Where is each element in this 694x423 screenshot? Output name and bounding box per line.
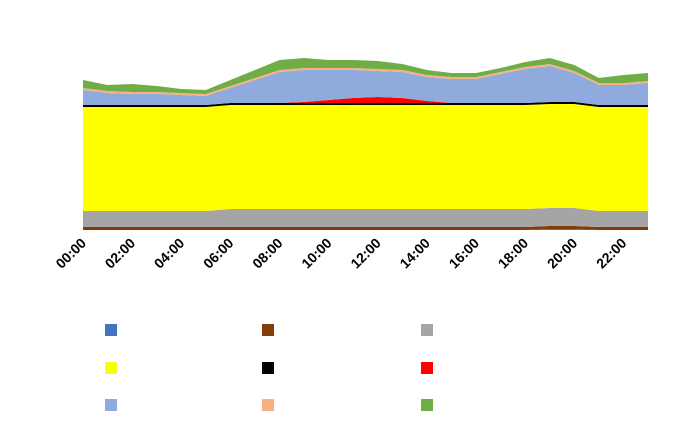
- legend-swatch: [262, 362, 274, 374]
- area: [83, 229, 648, 230]
- area: [83, 64, 648, 96]
- x-tick-label: 08:00: [249, 235, 286, 272]
- area: [83, 58, 648, 94]
- legend-swatch: [421, 362, 433, 374]
- legend-swatch: [262, 324, 274, 336]
- area: [83, 97, 648, 105]
- x-tick-label: 14:00: [396, 235, 433, 272]
- x-tick-label: 06:00: [200, 235, 237, 272]
- legend-swatch: [421, 324, 433, 336]
- x-tick-label: 00:00: [52, 235, 89, 272]
- x-tick-label: 04:00: [151, 235, 188, 272]
- x-tick-label: 22:00: [593, 235, 630, 272]
- x-tick-label: 18:00: [495, 235, 532, 272]
- x-tick-label: 02:00: [102, 235, 139, 272]
- legend-swatch: [421, 399, 433, 411]
- area: [83, 104, 648, 211]
- x-tick-label: 12:00: [347, 235, 384, 272]
- legend-swatch: [105, 324, 117, 336]
- x-tick-label: 10:00: [298, 235, 335, 272]
- area: [83, 66, 648, 105]
- legend-swatch: [105, 399, 117, 411]
- legend-swatch: [262, 399, 274, 411]
- area: [83, 208, 648, 227]
- x-tick-label: 20:00: [544, 235, 581, 272]
- area: [83, 102, 648, 107]
- legend-swatch: [105, 362, 117, 374]
- x-tick-label: 16:00: [446, 235, 483, 272]
